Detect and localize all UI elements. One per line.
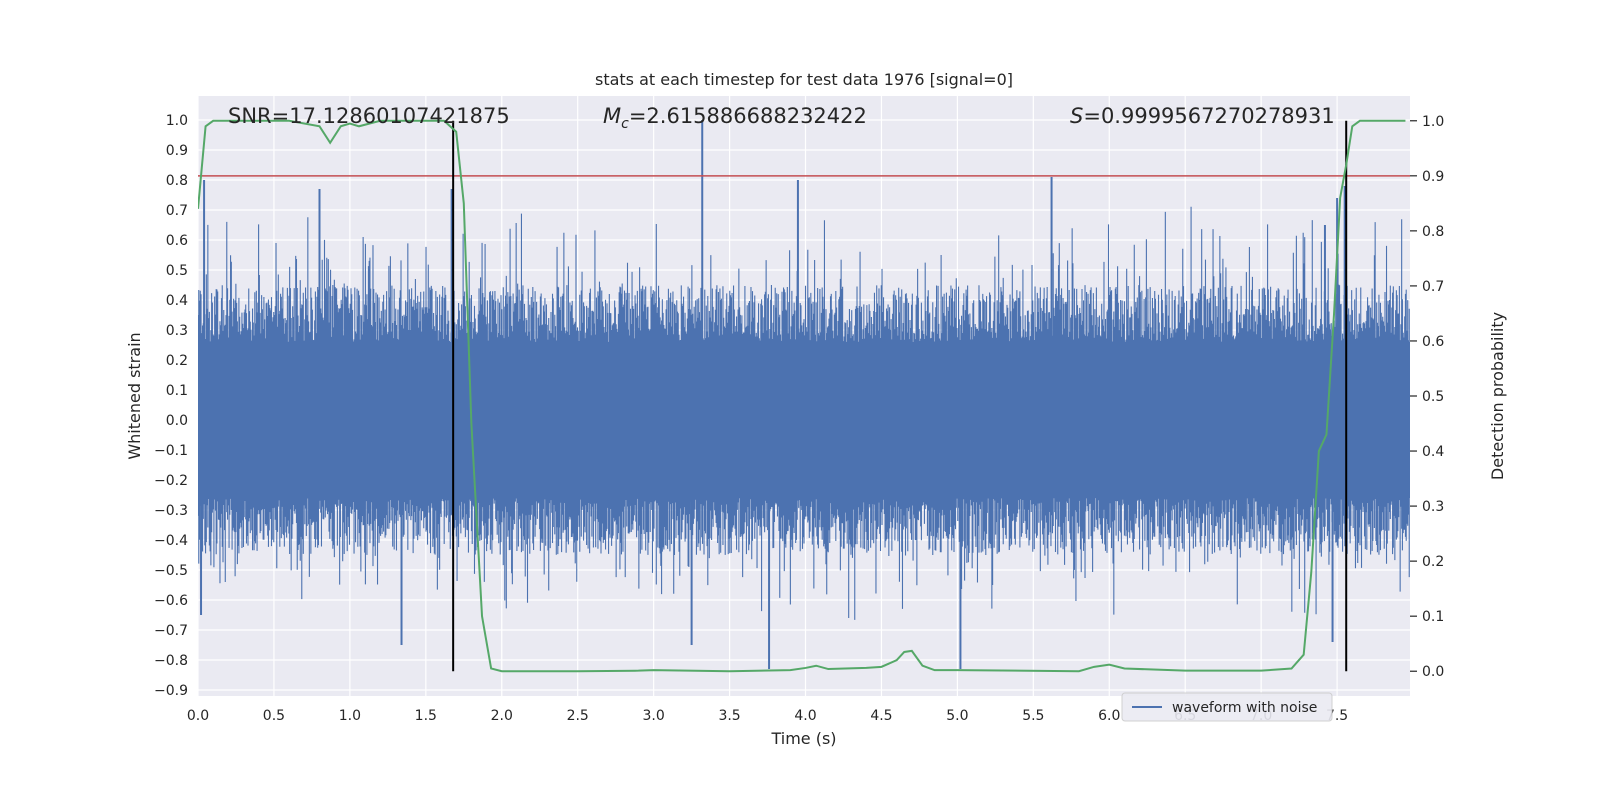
y-tick-label: −0.2 (154, 473, 188, 489)
y2-tick-label: 0.2 (1422, 554, 1444, 570)
annotation-snr: SNR=17.12860107421875 (228, 104, 510, 128)
annotation-score: S=0.9999567270278931 (1070, 104, 1335, 128)
y-tick-label: 0.4 (166, 293, 188, 309)
waveform-core-band (198, 342, 1410, 498)
series-detection-probability (198, 119, 1406, 673)
y-tick-label: 1.0 (166, 113, 188, 129)
y-tick-label: 0.3 (166, 323, 188, 339)
y2-tick-label: 0.5 (1422, 389, 1444, 405)
x-tick-label: 6.0 (1098, 708, 1120, 724)
y2-tick-label: 0.9 (1422, 169, 1444, 185)
chart-title: stats at each timestep for test data 197… (595, 70, 1013, 89)
y2-tick-label: 0.8 (1422, 224, 1444, 240)
y-tick-label: 0.8 (166, 173, 188, 189)
x-tick-label: 3.0 (643, 708, 665, 724)
x-tick-label: 5.5 (1022, 708, 1044, 724)
y-tick-label: 0.1 (166, 383, 188, 399)
y2-tick-label: 1.0 (1422, 114, 1444, 130)
s-value: =0.9999567270278931 (1083, 104, 1334, 128)
y-axis-label: Whitened strain (125, 332, 144, 459)
y-tick-label: −0.5 (154, 563, 188, 579)
x-tick-label: 4.0 (794, 708, 816, 724)
y-tick-label: −0.9 (154, 683, 188, 699)
y-tick-label: −0.1 (154, 443, 188, 459)
x-tick-label: 0.5 (263, 708, 285, 724)
detection-vlines (452, 120, 1348, 672)
waveform-spikes (198, 120, 1410, 669)
x-tick-label: 1.5 (415, 708, 437, 724)
y-tick-label: 0.5 (166, 263, 188, 279)
s-symbol: S (1070, 104, 1083, 128)
y-tick-label: −0.7 (154, 623, 188, 639)
plot-content (198, 119, 1410, 673)
y-tick-label: −0.3 (154, 503, 188, 519)
y-tick-label: 0.7 (166, 203, 188, 219)
y2-tick-label: 0.6 (1422, 334, 1444, 350)
y2-axis-label: Detection probability (1488, 312, 1507, 480)
y-tick-label: 0.9 (166, 143, 188, 159)
y-tick-label: 0.2 (166, 353, 188, 369)
annotation-chirp-mass: Mc=2.615886688232422 (603, 104, 867, 132)
mc-value: =2.615886688232422 (629, 104, 867, 128)
mc-subscript: c (621, 116, 629, 132)
x-tick-label: 4.5 (870, 708, 892, 724)
y2-tick-label: 0.0 (1422, 664, 1444, 680)
y2-tick-label: 0.4 (1422, 444, 1444, 460)
x-tick-label: 2.0 (491, 708, 513, 724)
y2-tick-label: 0.1 (1422, 609, 1444, 625)
y-tick-label: −0.6 (154, 593, 188, 609)
y-axis-ticks: −0.9 −0.8 −0.7 −0.6 −0.5 −0.4 −0.3 −0.2 −0.1 0.0 0… (154, 113, 188, 699)
y-tick-label: 0.0 (166, 413, 188, 429)
x-tick-label: 5.0 (946, 708, 968, 724)
y-tick-label: 0.6 (166, 233, 188, 249)
mc-symbol: M (603, 104, 621, 128)
x-tick-label: 0.0 (187, 708, 209, 724)
legend: waveform with noise (1121, 692, 1333, 722)
legend-box (1121, 692, 1333, 722)
x-tick-label: 1.0 (339, 708, 361, 724)
x-tick-label: 2.5 (567, 708, 589, 724)
y-tick-label: −0.8 (154, 653, 188, 669)
y2-tick-label: 0.3 (1422, 499, 1444, 515)
y-tick-label: −0.4 (154, 533, 188, 549)
legend-entry-waveform-with-noise: waveform with noise (1172, 700, 1317, 716)
x-axis-label: Time (s) (770, 729, 836, 748)
x-tick-label: 3.5 (718, 708, 740, 724)
y2-axis-ticks: 0.0 0.1 0.2 0.3 0.4 0.5 0.6 0.7 0.8 0.9 1.0 (1410, 114, 1444, 680)
y2-tick-label: 0.7 (1422, 279, 1444, 295)
